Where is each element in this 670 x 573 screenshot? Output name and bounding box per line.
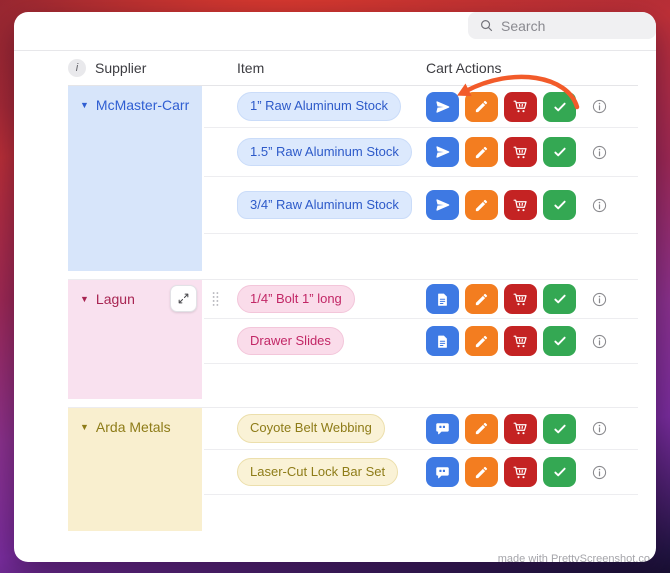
item-pill[interactable]: Coyote Belt Webbing	[237, 414, 385, 443]
supplier-name: Arda Metals	[95, 419, 171, 435]
supplier-toggle[interactable]: ▼ Arda Metals	[80, 418, 194, 437]
confirm-button[interactable]	[543, 457, 576, 487]
add-to-cart-button[interactable]	[504, 413, 537, 444]
group-filler-row	[204, 364, 638, 399]
edit-button[interactable]	[465, 457, 498, 487]
info-icon[interactable]	[582, 197, 616, 214]
supplier-cell: ▼ McMaster-Carr	[68, 86, 202, 271]
table-card: i Supplier Item Cart Actions ▼ McMaster-…	[14, 12, 656, 562]
add-to-cart-button[interactable]	[504, 91, 537, 122]
search-field[interactable]	[468, 12, 656, 39]
supplier-toggle[interactable]: ▼ Lagun	[80, 290, 194, 309]
info-badge-icon[interactable]: i	[68, 59, 86, 77]
add-to-cart-button[interactable]	[504, 326, 537, 356]
item-pill[interactable]: 1” Raw Aluminum Stock	[237, 92, 401, 121]
expand-icon[interactable]	[170, 285, 197, 312]
item-pill[interactable]: 3/4” Raw Aluminum Stock	[237, 190, 412, 220]
item-row: 1/4” Bolt 1” long	[204, 280, 638, 319]
table-header: i Supplier Item Cart Actions	[68, 51, 638, 86]
group-filler-row	[204, 495, 638, 531]
drag-handle-icon[interactable]	[211, 290, 220, 308]
document-button[interactable]	[426, 284, 459, 314]
supplier-name: Lagun	[95, 291, 135, 307]
collapse-triangle-icon: ▼	[80, 294, 89, 304]
item-pill[interactable]: Laser-Cut Lock Bar Set	[237, 457, 399, 487]
add-to-cart-button[interactable]	[504, 190, 537, 220]
confirm-button[interactable]	[543, 326, 576, 356]
item-pill[interactable]: 1.5” Raw Aluminum Stock	[237, 137, 412, 167]
add-to-cart-button[interactable]	[504, 137, 537, 167]
collapse-triangle-icon: ▼	[80, 100, 89, 110]
info-icon[interactable]	[582, 420, 616, 437]
group-filler-row	[204, 234, 638, 271]
edit-button[interactable]	[465, 91, 498, 122]
document-button[interactable]	[426, 326, 459, 356]
supplier-column-header: Supplier	[95, 60, 147, 76]
item-pill[interactable]: 1/4” Bolt 1” long	[237, 284, 355, 314]
edit-button[interactable]	[465, 326, 498, 356]
supplier-group-arda-metals: ▼ Arda Metals Coyote Belt Webbing	[68, 407, 638, 531]
info-icon[interactable]	[582, 333, 616, 350]
cart-actions-column-header: Cart Actions	[426, 60, 502, 76]
item-row: Drawer Slides	[204, 319, 638, 364]
info-icon[interactable]	[582, 464, 616, 481]
add-to-cart-button[interactable]	[504, 457, 537, 487]
collapse-triangle-icon: ▼	[80, 422, 89, 432]
confirm-button[interactable]	[543, 91, 576, 122]
comment-button[interactable]	[426, 413, 459, 444]
edit-button[interactable]	[465, 284, 498, 314]
toolbar	[14, 12, 656, 51]
watermark: made with PrettyScreenshot.co	[497, 553, 650, 562]
item-row: Laser-Cut Lock Bar Set	[204, 450, 638, 495]
confirm-button[interactable]	[543, 190, 576, 220]
send-button[interactable]	[426, 91, 459, 122]
search-input[interactable]	[501, 17, 656, 34]
supplier-group-mcmaster-carr: ▼ McMaster-Carr 1” Raw Aluminum Stock	[68, 86, 638, 271]
confirm-button[interactable]	[543, 137, 576, 167]
item-row: 3/4” Raw Aluminum Stock	[204, 177, 638, 234]
info-icon[interactable]	[582, 144, 616, 161]
info-icon[interactable]	[582, 291, 616, 308]
item-row: 1.5” Raw Aluminum Stock	[204, 128, 638, 177]
search-icon	[479, 18, 494, 33]
confirm-button[interactable]	[543, 284, 576, 314]
item-column-header: Item	[237, 60, 265, 76]
item-row: 1” Raw Aluminum Stock	[204, 86, 638, 128]
edit-button[interactable]	[465, 413, 498, 444]
item-pill[interactable]: Drawer Slides	[237, 326, 344, 356]
add-to-cart-button[interactable]	[504, 284, 537, 314]
supplier-name: McMaster-Carr	[95, 97, 190, 113]
supplier-cell: ▼ Arda Metals	[68, 408, 202, 531]
confirm-button[interactable]	[543, 413, 576, 444]
edit-button[interactable]	[465, 137, 498, 167]
item-row: Coyote Belt Webbing	[204, 408, 638, 450]
supplier-cell: ▼ Lagun	[68, 280, 202, 399]
supplier-group-lagun: ▼ Lagun 1/4” Bolt 1” long	[68, 279, 638, 399]
comment-button[interactable]	[426, 457, 459, 487]
supplier-toggle[interactable]: ▼ McMaster-Carr	[80, 96, 194, 115]
send-button[interactable]	[426, 137, 459, 167]
send-button[interactable]	[426, 190, 459, 220]
info-icon[interactable]	[582, 98, 616, 115]
edit-button[interactable]	[465, 190, 498, 220]
